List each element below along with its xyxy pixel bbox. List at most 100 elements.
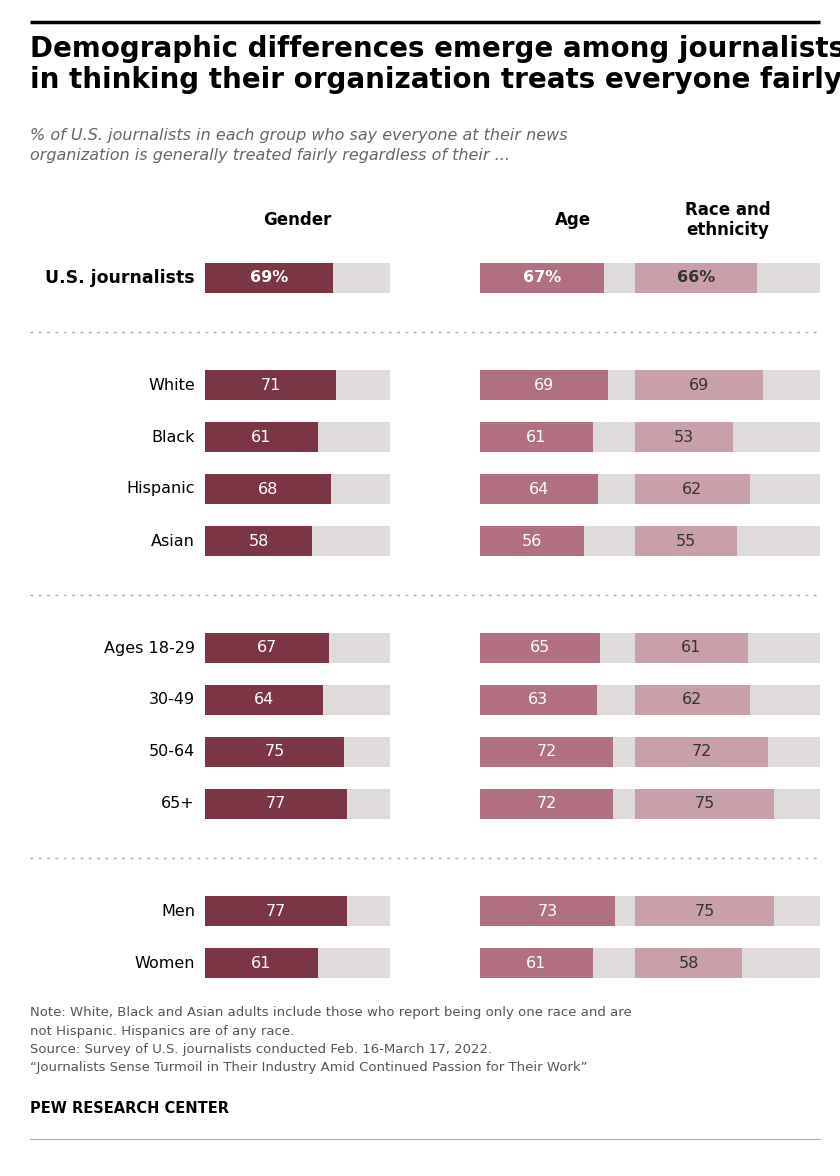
Bar bbox=[480, 633, 665, 663]
Bar bbox=[205, 737, 390, 767]
Bar bbox=[635, 526, 737, 556]
Bar bbox=[205, 737, 344, 767]
Bar bbox=[480, 263, 665, 293]
Bar bbox=[635, 896, 774, 926]
Bar bbox=[635, 526, 820, 556]
Bar bbox=[635, 633, 748, 663]
Bar bbox=[480, 526, 665, 556]
Text: Note: White, Black and Asian adults include those who report being only one race: Note: White, Black and Asian adults incl… bbox=[30, 1005, 632, 1075]
Bar bbox=[205, 633, 390, 663]
Bar bbox=[205, 370, 336, 400]
Bar bbox=[480, 789, 613, 818]
Text: 50-64: 50-64 bbox=[149, 744, 195, 760]
Text: U.S. journalists: U.S. journalists bbox=[45, 269, 195, 287]
Bar bbox=[635, 263, 820, 293]
Bar bbox=[205, 789, 390, 818]
Bar bbox=[205, 422, 318, 452]
Bar bbox=[635, 789, 820, 818]
Bar bbox=[480, 422, 665, 452]
Text: 72: 72 bbox=[537, 796, 557, 811]
Text: Gender: Gender bbox=[263, 211, 332, 229]
Text: % of U.S. journalists in each group who say everyone at their news
organization : % of U.S. journalists in each group who … bbox=[30, 128, 568, 162]
Bar bbox=[205, 896, 348, 926]
Text: 69: 69 bbox=[689, 377, 709, 393]
Bar bbox=[635, 422, 733, 452]
Bar bbox=[635, 263, 757, 293]
Bar bbox=[480, 422, 593, 452]
Text: 55: 55 bbox=[675, 534, 696, 548]
Bar bbox=[480, 737, 613, 767]
Text: 67: 67 bbox=[257, 641, 277, 655]
Text: 71: 71 bbox=[260, 377, 281, 393]
Bar bbox=[480, 896, 615, 926]
Bar bbox=[635, 633, 820, 663]
Text: 58: 58 bbox=[249, 534, 269, 548]
Bar bbox=[635, 896, 820, 926]
Text: 61: 61 bbox=[526, 429, 547, 445]
Bar bbox=[205, 474, 390, 505]
Text: Race and
ethnicity: Race and ethnicity bbox=[685, 201, 770, 240]
Bar bbox=[480, 263, 604, 293]
Bar bbox=[635, 370, 820, 400]
Text: 72: 72 bbox=[691, 744, 711, 760]
Bar bbox=[205, 422, 390, 452]
Text: 67%: 67% bbox=[522, 270, 561, 286]
Text: 75: 75 bbox=[265, 744, 285, 760]
Text: 69: 69 bbox=[533, 377, 554, 393]
Bar bbox=[480, 370, 607, 400]
Text: 62: 62 bbox=[682, 481, 702, 496]
Bar bbox=[480, 474, 598, 505]
Text: Demographic differences emerge among journalists
in thinking their organization : Demographic differences emerge among jou… bbox=[30, 35, 840, 94]
Bar bbox=[635, 474, 820, 505]
Text: 62: 62 bbox=[682, 693, 702, 708]
Text: Men: Men bbox=[161, 903, 195, 918]
Bar bbox=[205, 948, 318, 978]
Bar bbox=[480, 370, 665, 400]
Bar bbox=[480, 737, 665, 767]
Bar bbox=[635, 474, 750, 505]
Bar bbox=[205, 263, 333, 293]
Bar bbox=[480, 474, 665, 505]
Bar bbox=[205, 684, 323, 715]
Bar bbox=[480, 948, 665, 978]
Bar bbox=[635, 948, 820, 978]
Text: 61: 61 bbox=[251, 429, 271, 445]
Text: 64: 64 bbox=[254, 693, 275, 708]
Text: 61: 61 bbox=[681, 641, 701, 655]
Text: 68: 68 bbox=[258, 481, 278, 496]
Bar bbox=[205, 896, 390, 926]
Bar bbox=[205, 633, 329, 663]
Text: Asian: Asian bbox=[151, 534, 195, 548]
Text: 75: 75 bbox=[694, 796, 715, 811]
Bar bbox=[635, 684, 750, 715]
Text: 58: 58 bbox=[679, 955, 699, 970]
Bar bbox=[480, 684, 665, 715]
Text: 64: 64 bbox=[529, 481, 549, 496]
Text: PEW RESEARCH CENTER: PEW RESEARCH CENTER bbox=[30, 1101, 229, 1116]
Text: 72: 72 bbox=[537, 744, 557, 760]
Text: 77: 77 bbox=[266, 796, 286, 811]
Text: 65: 65 bbox=[530, 641, 550, 655]
Bar bbox=[205, 526, 390, 556]
Bar bbox=[205, 684, 390, 715]
Text: Age: Age bbox=[554, 211, 591, 229]
Bar bbox=[205, 370, 390, 400]
Bar bbox=[635, 737, 769, 767]
Text: 75: 75 bbox=[694, 903, 715, 918]
Bar bbox=[635, 737, 820, 767]
Text: 53: 53 bbox=[674, 429, 694, 445]
Text: Ages 18-29: Ages 18-29 bbox=[104, 641, 195, 655]
Bar bbox=[480, 684, 596, 715]
Text: 65+: 65+ bbox=[161, 796, 195, 811]
Text: 73: 73 bbox=[538, 903, 558, 918]
Text: 61: 61 bbox=[526, 955, 547, 970]
Bar bbox=[205, 789, 348, 818]
Bar bbox=[635, 684, 820, 715]
Text: 66%: 66% bbox=[677, 270, 715, 286]
Text: White: White bbox=[148, 377, 195, 393]
Text: Women: Women bbox=[134, 955, 195, 970]
Bar bbox=[635, 948, 743, 978]
Bar bbox=[480, 633, 601, 663]
Bar bbox=[480, 896, 665, 926]
Bar bbox=[480, 789, 665, 818]
